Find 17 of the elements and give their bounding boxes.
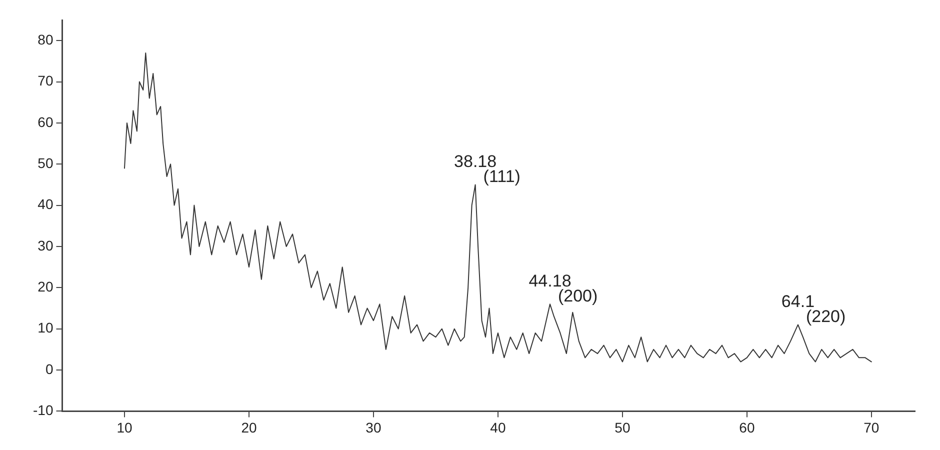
- x-tick-label: 10: [116, 419, 132, 436]
- x-tick-label: 60: [739, 419, 755, 436]
- y-tick-label: 0: [45, 360, 54, 377]
- x-tick-label: 30: [366, 419, 382, 436]
- y-tick-label: 40: [38, 196, 54, 212]
- x-tick-label: 70: [864, 419, 880, 436]
- y-tick-label: 50: [38, 154, 54, 171]
- y-tick-label: -10: [33, 402, 54, 418]
- y-tick-label: 20: [38, 278, 54, 295]
- y-tick-label: 30: [38, 237, 54, 254]
- y-tick-label: 10: [38, 320, 54, 336]
- x-tick-label: 40: [490, 419, 506, 436]
- x-tick-label: 20: [241, 419, 257, 436]
- y-tick-label: 60: [38, 114, 54, 130]
- y-tick-label: 70: [38, 72, 54, 89]
- y-tick-label: 80: [38, 31, 54, 48]
- x-tick-label: 50: [614, 419, 630, 436]
